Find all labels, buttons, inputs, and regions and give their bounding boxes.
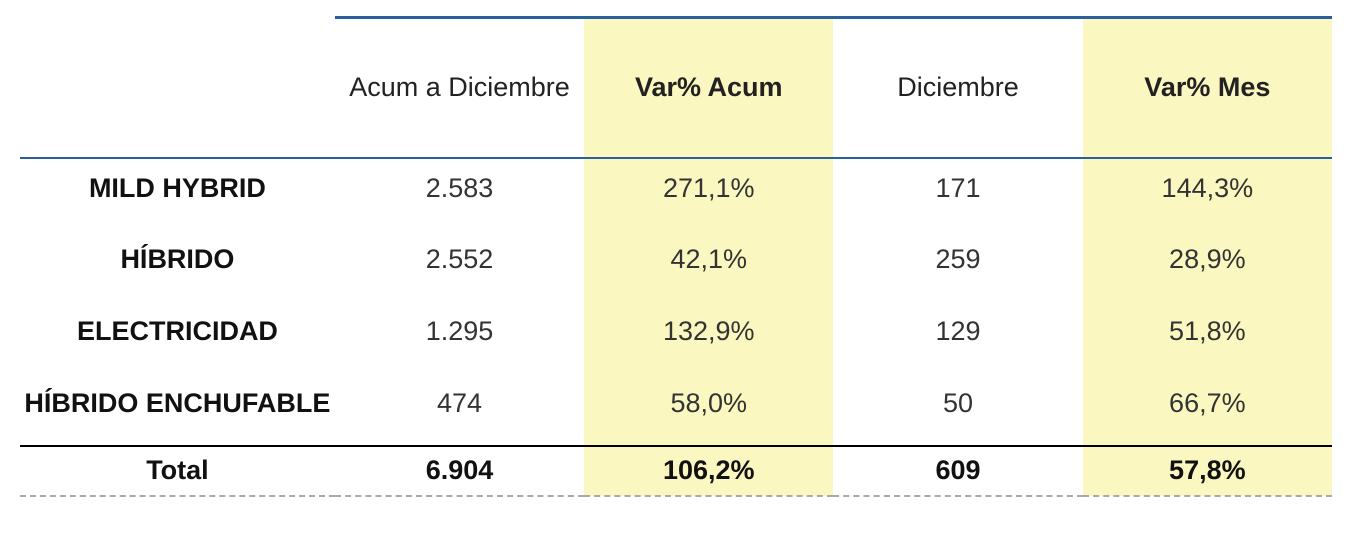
cell-var-mes: 66,7% <box>1083 374 1332 446</box>
row-label: MILD HYBRID <box>20 158 335 230</box>
cell-acum: 474 <box>335 374 584 446</box>
cell-dic: 171 <box>833 158 1082 230</box>
table-row: HÍBRIDO 2.552 42,1% 259 28,9% <box>20 230 1332 302</box>
cell-dic: 50 <box>833 374 1082 446</box>
header-var-acum: Var% Acum <box>584 18 833 158</box>
row-label: HÍBRIDO <box>20 230 335 302</box>
vehicle-energy-table: Acum a Diciembre Var% Acum Diciembre Var… <box>20 16 1332 497</box>
cell-var-acum: 42,1% <box>584 230 833 302</box>
footer-acum: 6.904 <box>335 446 584 496</box>
cell-acum: 2.583 <box>335 158 584 230</box>
table-row: MILD HYBRID 2.583 271,1% 171 144,3% <box>20 158 1332 230</box>
cell-var-acum: 58,0% <box>584 374 833 446</box>
footer-dic: 609 <box>833 446 1082 496</box>
footer-var-mes: 57,8% <box>1083 446 1332 496</box>
cell-var-mes: 144,3% <box>1083 158 1332 230</box>
cell-dic: 259 <box>833 230 1082 302</box>
cell-acum: 1.295 <box>335 302 584 374</box>
cell-acum: 2.552 <box>335 230 584 302</box>
header-acum: Acum a Diciembre <box>335 18 584 158</box>
table-footer-row: Total 6.904 106,2% 609 57,8% <box>20 446 1332 496</box>
header-var-mes: Var% Mes <box>1083 18 1332 158</box>
table-row: ELECTRICIDAD 1.295 132,9% 129 51,8% <box>20 302 1332 374</box>
cell-dic: 129 <box>833 302 1082 374</box>
cell-var-mes: 28,9% <box>1083 230 1332 302</box>
footer-var-acum: 106,2% <box>584 446 833 496</box>
cell-var-mes: 51,8% <box>1083 302 1332 374</box>
header-dic: Diciembre <box>833 18 1082 158</box>
footer-label: Total <box>20 446 335 496</box>
cell-var-acum: 271,1% <box>584 158 833 230</box>
header-blank <box>20 18 335 158</box>
table-row: HÍBRIDO ENCHUFABLE 474 58,0% 50 66,7% <box>20 374 1332 446</box>
row-label: ELECTRICIDAD <box>20 302 335 374</box>
row-label: HÍBRIDO ENCHUFABLE <box>20 374 335 446</box>
cell-var-acum: 132,9% <box>584 302 833 374</box>
